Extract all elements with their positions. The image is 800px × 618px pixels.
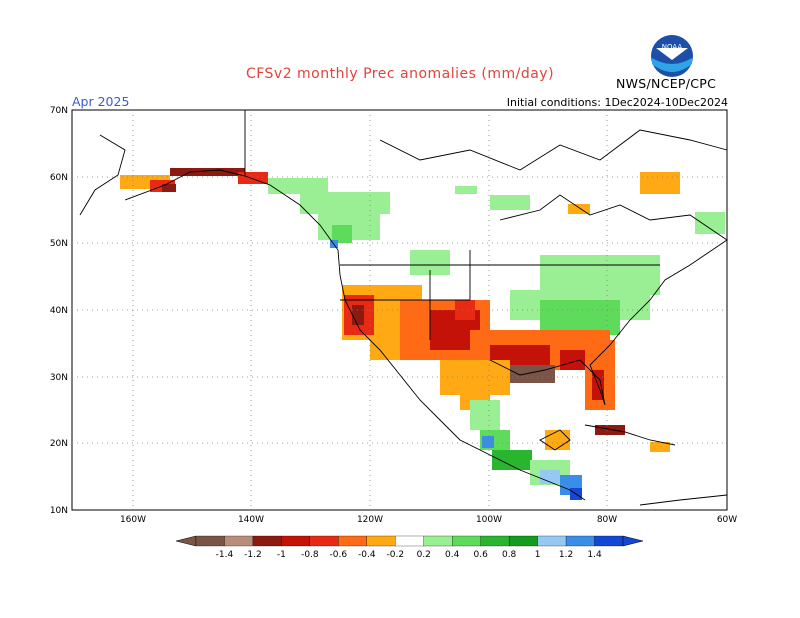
legend-label: 1 <box>535 550 541 560</box>
legend-label: 0.4 <box>445 550 460 560</box>
legend-swatch <box>366 535 396 547</box>
lon-label: 80W <box>597 515 617 525</box>
lon-label: 120W <box>357 515 383 525</box>
legend-label: -0.6 <box>330 550 348 560</box>
lon-label: 60W <box>717 515 737 525</box>
legend-swatch <box>252 535 282 547</box>
lat-label: 30N <box>50 373 68 383</box>
legend-swatch <box>281 535 311 547</box>
legend-swatch <box>338 535 367 547</box>
legend-label: -1 <box>277 550 286 560</box>
coastlines <box>79 110 728 506</box>
legend-label: -1.4 <box>216 550 234 560</box>
legend-swatch <box>309 535 339 547</box>
anomaly-shading <box>120 168 725 500</box>
legend-arrow-high <box>622 535 644 547</box>
legend-swatch <box>395 535 424 547</box>
lat-label: 50N <box>50 239 68 249</box>
lon-label: 100W <box>476 515 502 525</box>
lat-label: 60N <box>50 173 68 183</box>
legend-label: -0.2 <box>386 550 404 560</box>
noaa-logo-icon: NOAA <box>651 35 693 77</box>
lat-label: 40N <box>50 306 68 316</box>
logo-text: NOAA <box>662 43 683 51</box>
map-title: CFSv2 monthly Prec anomalies (mm/day) <box>245 66 555 82</box>
legend-arrow-low <box>175 535 197 547</box>
legend-swatch <box>537 535 567 547</box>
legend-swatch <box>565 535 595 547</box>
legend-swatch <box>508 535 538 547</box>
legend-swatch <box>480 535 510 547</box>
legend-swatch <box>594 535 624 547</box>
legend-label: -1.2 <box>244 550 262 560</box>
legend-label: -0.8 <box>301 550 319 560</box>
lat-label: 10N <box>50 506 68 516</box>
legend-label: 0.6 <box>474 550 489 560</box>
legend-label: 0.2 <box>417 550 431 560</box>
lat-label: 70N <box>50 106 68 116</box>
longitude-labels: 160W 140W 120W 100W 80W 60W <box>120 515 737 525</box>
legend-label: -0.4 <box>358 550 376 560</box>
legend-label: 0.8 <box>502 550 517 560</box>
legend-swatch <box>224 535 254 547</box>
organization-label: NWS/NCEP/CPC <box>616 76 717 91</box>
initial-conditions: Initial conditions: 1Dec2024-10Dec2024 <box>506 96 728 109</box>
legend-swatch <box>423 535 453 547</box>
color-legend: -1.4 -1.2 -1 -0.8 -0.6 -0.4 -0.2 0.2 0.4 0.6 0.8 1 1… <box>175 535 644 560</box>
legend-label: 1.2 <box>559 550 573 560</box>
latitude-labels: 70N 60N 50N 40N 30N 20N 10N <box>50 106 68 516</box>
lat-label: 20N <box>50 439 68 449</box>
legend-label: 1.4 <box>587 550 602 560</box>
lon-label: 160W <box>120 515 146 525</box>
lon-label: 140W <box>238 515 264 525</box>
legend-swatch <box>452 535 481 547</box>
valid-month: Apr 2025 <box>72 94 130 109</box>
legend-swatch <box>195 535 225 547</box>
graticule <box>72 110 727 510</box>
